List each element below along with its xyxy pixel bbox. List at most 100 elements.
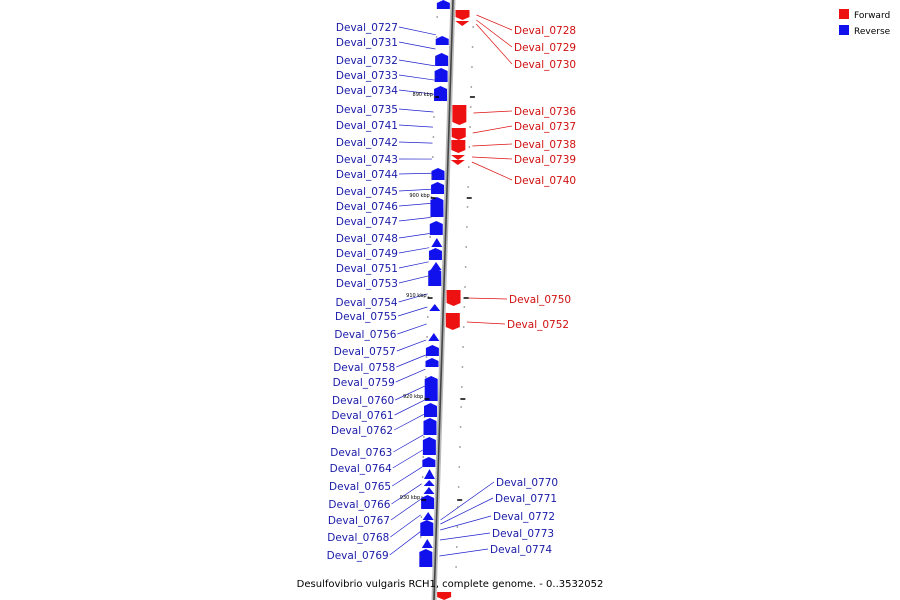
gene-connector: [472, 143, 513, 147]
gene-connector: [473, 110, 513, 114]
gene-label-deval-0741[interactable]: Deval_0741: [336, 120, 398, 132]
gene-connector: [398, 89, 435, 95]
forward-gene-block: [452, 105, 467, 125]
gene-label-deval-0740[interactable]: Deval_0740: [514, 175, 576, 187]
reverse-gene-block: [428, 333, 440, 341]
gene-connector: [475, 23, 513, 65]
reverse-gene-block: [420, 520, 434, 536]
gene-label-deval-0755[interactable]: Deval_0755: [335, 311, 397, 323]
gene-label-deval-0766[interactable]: Deval_0766: [328, 499, 390, 511]
gene-label-deval-0747[interactable]: Deval_0747: [336, 216, 398, 228]
gene-connector: [397, 323, 427, 335]
gene-label-deval-0752[interactable]: Deval_0752: [507, 319, 569, 331]
gene-connector: [472, 125, 513, 134]
gene-connector: [467, 297, 508, 300]
gene-connector: [392, 449, 423, 469]
gene-label-deval-0765[interactable]: Deval_0765: [329, 481, 391, 493]
gene-label-deval-0771[interactable]: Deval_0771: [495, 493, 557, 505]
reverse-gene-block: [425, 358, 439, 367]
forward-gene-block: [451, 140, 466, 153]
gene-connector: [398, 247, 430, 254]
gene-label-deval-0759[interactable]: Deval_0759: [333, 377, 395, 389]
reverse-gene-block: [435, 36, 449, 45]
gene-label-deval-0730[interactable]: Deval_0730: [514, 59, 576, 71]
gene-connector: [440, 481, 495, 521]
forward-gene-block: [451, 128, 466, 140]
gene-label-deval-0774[interactable]: Deval_0774: [490, 544, 552, 556]
gene-label-deval-0732[interactable]: Deval_0732: [336, 55, 398, 67]
gene-label-deval-0761[interactable]: Deval_0761: [332, 410, 394, 422]
reverse-gene-block: [430, 197, 444, 217]
gene-connector: [395, 368, 426, 383]
gene-label-deval-0753[interactable]: Deval_0753: [336, 278, 398, 290]
gene-connector: [396, 354, 426, 368]
gene-label-deval-0731[interactable]: Deval_0731: [336, 37, 398, 49]
reverse-gene-block: [422, 437, 436, 455]
gene-label-deval-0760[interactable]: Deval_0760: [332, 395, 394, 407]
reverse-gene-block: [428, 248, 442, 260]
gene-label-deval-0770[interactable]: Deval_0770: [496, 477, 558, 489]
gene-label-deval-0738[interactable]: Deval_0738: [514, 139, 576, 151]
gene-label-deval-0750[interactable]: Deval_0750: [509, 294, 571, 306]
reverse-gene-block: [419, 549, 433, 567]
gene-label-deval-0742[interactable]: Deval_0742: [336, 137, 398, 149]
forward-gene-block: [451, 155, 466, 160]
gene-label-deval-0736[interactable]: Deval_0736: [514, 106, 576, 118]
gene-features: [419, 0, 470, 600]
gene-label-deval-0745[interactable]: Deval_0745: [336, 186, 398, 198]
gene-label-deval-0733[interactable]: Deval_0733: [336, 70, 398, 82]
gene-connector: [439, 532, 491, 541]
gene-label-deval-0739[interactable]: Deval_0739: [514, 154, 576, 166]
scale-tick-label: 910 kbp: [406, 293, 426, 299]
gene-label-deval-0758[interactable]: Deval_0758: [333, 362, 395, 374]
gene-label-deval-0735[interactable]: Deval_0735: [336, 104, 398, 116]
gene-connector: [391, 466, 423, 487]
gene-label-deval-0743[interactable]: Deval_0743: [336, 154, 398, 166]
gene-label-deval-0748[interactable]: Deval_0748: [336, 233, 398, 245]
gene-label-deval-0767[interactable]: Deval_0767: [328, 515, 390, 527]
forward-gene-block: [455, 21, 470, 26]
gene-label-deval-0744[interactable]: Deval_0744: [336, 169, 398, 181]
genome-axis: [431, 0, 456, 600]
gene-label-deval-0749[interactable]: Deval_0749: [336, 248, 398, 260]
reverse-gene-block: [435, 53, 449, 66]
gene-label-deval-0728[interactable]: Deval_0728: [514, 25, 576, 37]
gene-label-deval-0757[interactable]: Deval_0757: [334, 346, 396, 358]
gene-label-deval-0773[interactable]: Deval_0773: [492, 528, 554, 540]
gene-connector: [476, 14, 513, 31]
gene-label-deval-0727[interactable]: Deval_0727: [336, 22, 398, 34]
gene-connector: [398, 217, 431, 222]
reverse-gene-block: [429, 221, 443, 235]
reverse-gene-block: [431, 182, 445, 194]
reverse-gene-block: [431, 168, 445, 180]
reverse-gene-block: [430, 262, 442, 270]
gene-label-deval-0762[interactable]: Deval_0762: [331, 425, 393, 437]
gene-label-deval-0768[interactable]: Deval_0768: [327, 532, 389, 544]
gene-label-deval-0772[interactable]: Deval_0772: [493, 511, 555, 523]
legend-reverse-label: Reverse: [854, 27, 891, 37]
gene-connector: [398, 293, 428, 303]
gene-connector: [398, 74, 435, 81]
gene-label-deval-0756[interactable]: Deval_0756: [334, 329, 396, 341]
gene-label-deval-0746[interactable]: Deval_0746: [336, 201, 398, 213]
gene-labels: Deval_0727 Deval_0731 Deval_0732 Deval_0733…: [327, 22, 577, 562]
legend-reverse-swatch: [839, 25, 849, 35]
gene-label-deval-0769[interactable]: Deval_0769: [327, 550, 389, 562]
gene-connector: [394, 399, 425, 416]
scale-tick-label: 920 kbp: [403, 394, 423, 400]
forward-gene-block: [445, 313, 460, 330]
gene-connector: [471, 161, 513, 181]
gene-connector: [395, 385, 425, 401]
gene-label-deval-0754[interactable]: Deval_0754: [335, 297, 397, 309]
gene-label-deval-0751[interactable]: Deval_0751: [336, 263, 398, 275]
gene-connector: [398, 275, 429, 284]
gene-connector: [398, 188, 432, 192]
gene-label-deval-0729[interactable]: Deval_0729: [514, 42, 576, 54]
gene-label-deval-0763[interactable]: Deval_0763: [330, 447, 392, 459]
gene-label-deval-0737[interactable]: Deval_0737: [514, 121, 576, 133]
reverse-gene-block: [423, 418, 437, 435]
gene-connector: [398, 261, 429, 269]
gene-label-deval-0764[interactable]: Deval_0764: [330, 463, 392, 475]
gene-label-deval-0734[interactable]: Deval_0734: [336, 85, 398, 97]
forward-gene-block: [455, 10, 470, 20]
